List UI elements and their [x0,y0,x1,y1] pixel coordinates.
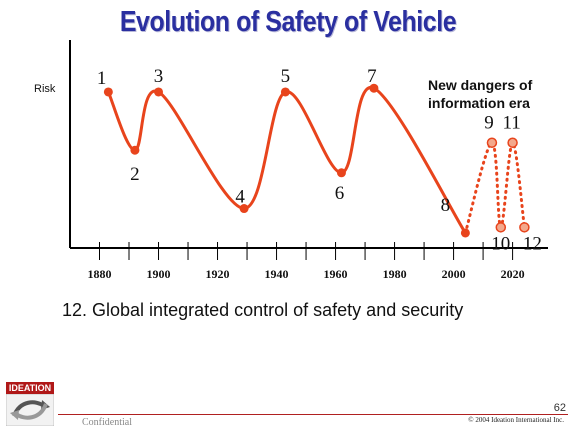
point-label-8: 8 [441,195,451,216]
point-label-1: 1 [97,68,107,89]
chart-axes [69,40,548,260]
point-label-6: 6 [335,183,345,204]
point-2 [130,145,140,155]
y-axis-label: Risk [34,83,56,95]
x-tick-label-2020: 2020 [501,267,525,281]
x-tick-label-2000: 2000 [442,267,466,281]
point-3 [154,87,164,97]
chart-texts: 1880 1900 1920 1940 1960 1980 2000 2020Risk1234… [34,66,542,281]
annotation-line-2: information era [428,95,530,111]
copyright-notice: © 2004 Ideation International Inc. [468,416,564,424]
x-tick-label-1940: 1940 [265,267,289,281]
point-4 [239,204,249,214]
point-5 [280,87,290,97]
chart-points [103,83,530,238]
logo-wordmark: IDEATION [6,382,54,394]
risk-curve-solid [106,86,467,235]
point-label-11: 11 [502,113,520,134]
point-label-7: 7 [367,66,377,87]
point-label-3: 3 [154,66,164,87]
x-tick-label-1960: 1960 [324,267,348,281]
point-1 [103,87,113,97]
point-label-2: 2 [130,164,140,185]
confidential-label: Confidential [82,417,132,428]
footer-divider [58,414,568,415]
point-label-4: 4 [235,187,245,208]
x-tick-label-1920: 1920 [206,267,230,281]
slide-title: Evolution of Safety of Vehicle [119,6,457,38]
logo-arrows-icon [6,394,54,426]
point-8 [460,228,470,238]
point-label-5: 5 [281,66,291,87]
point-9 [486,137,498,148]
point-6 [336,168,346,178]
page-number: 62 [553,402,566,414]
point-7 [369,83,379,93]
point-12 [519,222,530,233]
point-10 [495,222,507,233]
x-tick-label-1980: 1980 [383,267,407,281]
x-tick-label-1880: 1880 [88,267,112,281]
x-tick-label-1900: 1900 [147,267,171,281]
point-label-12: 12 [523,233,542,254]
ideation-logo: IDEATION [6,382,54,426]
slide-caption: 12. Global integrated control of safety … [62,300,464,320]
annotation-line-1: New dangers of [428,77,533,93]
point-11 [507,137,518,148]
point-label-9: 9 [484,113,494,134]
risk-curve-dotted [463,141,526,235]
point-label-10: 10 [491,233,510,254]
